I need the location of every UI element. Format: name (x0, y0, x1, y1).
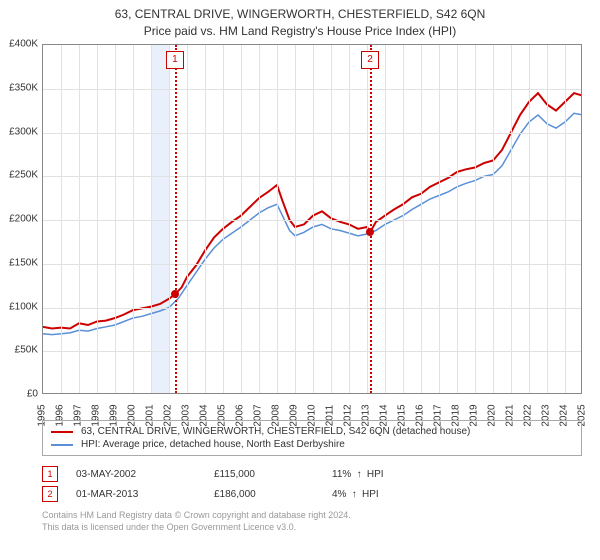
chart-subtitle: Price paid vs. HM Land Registry's House … (0, 22, 600, 38)
gridline (43, 220, 581, 221)
footnote-line: Contains HM Land Registry data © Crown c… (42, 510, 582, 522)
y-axis-label: £200K (9, 214, 38, 225)
gridline (241, 45, 242, 393)
sale-row: 1 03-MAY-2002 £115,000 11% ↑ HPI (42, 464, 582, 484)
gridline (187, 45, 188, 393)
legend-item: 63, CENTRAL DRIVE, WINGERWORTH, CHESTERF… (51, 425, 573, 438)
sale-row: 2 01-MAR-2013 £186,000 4% ↑ HPI (42, 484, 582, 504)
footnote: Contains HM Land Registry data © Crown c… (42, 510, 582, 533)
sale-row-marker: 2 (42, 486, 58, 502)
y-axis-label: £300K (9, 126, 38, 137)
sale-marker-line (175, 45, 177, 393)
gridline (259, 45, 260, 393)
y-axis-label: £50K (15, 345, 38, 356)
arrow-up-icon: ↑ (349, 489, 359, 500)
gridline (169, 45, 170, 393)
legend-swatch (51, 431, 73, 433)
y-axis-label: £0 (27, 389, 38, 400)
y-axis-label: £250K (9, 170, 38, 181)
gridline (205, 45, 206, 393)
gridline (439, 45, 440, 393)
chart-title: 63, CENTRAL DRIVE, WINGERWORTH, CHESTERF… (0, 0, 600, 22)
gridline (223, 45, 224, 393)
gridline (529, 45, 530, 393)
gridline (313, 45, 314, 393)
arrow-up-icon: ↑ (354, 469, 364, 480)
gridline (367, 45, 368, 393)
plot-area: 12 (42, 44, 582, 394)
y-axis-label: £400K (9, 39, 38, 50)
gridline (43, 351, 581, 352)
gridline (403, 45, 404, 393)
sale-marker-label: 1 (166, 51, 184, 69)
sale-marker-label: 2 (361, 51, 379, 69)
gridline (511, 45, 512, 393)
gridline (61, 45, 62, 393)
sale-marker-dot (171, 290, 179, 298)
sale-delta: 11% ↑ HPI (332, 469, 384, 480)
gridline (475, 45, 476, 393)
gridline (97, 45, 98, 393)
gridline (43, 308, 581, 309)
gridline (565, 45, 566, 393)
sale-marker-line (370, 45, 372, 393)
gridline (295, 45, 296, 393)
gridline (133, 45, 134, 393)
sale-row-marker: 1 (42, 466, 58, 482)
gridline (547, 45, 548, 393)
y-axis-label: £350K (9, 82, 38, 93)
gridline (79, 45, 80, 393)
sale-date: 01-MAR-2013 (76, 489, 196, 500)
gridline (151, 45, 152, 393)
gridline (493, 45, 494, 393)
gridline (43, 264, 581, 265)
gridline (349, 45, 350, 393)
gridline (331, 45, 332, 393)
chart-area: 12 £0£50K£100K£150K£200K£250K£300K£350K£… (42, 44, 582, 394)
gridline (385, 45, 386, 393)
sale-delta: 4% ↑ HPI (332, 489, 379, 500)
sale-date: 03-MAY-2002 (76, 469, 196, 480)
footnote-line: This data is licensed under the Open Gov… (42, 522, 582, 534)
legend-item: HPI: Average price, detached house, Nort… (51, 438, 573, 451)
gridline (43, 89, 581, 90)
gridline (43, 176, 581, 177)
sale-marker-dot (366, 228, 374, 236)
gridline (457, 45, 458, 393)
sales-table: 1 03-MAY-2002 £115,000 11% ↑ HPI 2 01-MAR-201… (42, 464, 582, 504)
y-axis-label: £150K (9, 257, 38, 268)
legend-box: 63, CENTRAL DRIVE, WINGERWORTH, CHESTERF… (42, 420, 582, 456)
y-axis-label: £100K (9, 301, 38, 312)
gridline (115, 45, 116, 393)
gridline (43, 133, 581, 134)
legend-label: 63, CENTRAL DRIVE, WINGERWORTH, CHESTERF… (81, 426, 470, 437)
legend-swatch (51, 444, 73, 446)
sale-price: £186,000 (214, 489, 314, 500)
gridline (277, 45, 278, 393)
sale-price: £115,000 (214, 469, 314, 480)
legend-label: HPI: Average price, detached house, Nort… (81, 439, 345, 450)
gridline (421, 45, 422, 393)
legend-area: 63, CENTRAL DRIVE, WINGERWORTH, CHESTERF… (42, 420, 582, 533)
